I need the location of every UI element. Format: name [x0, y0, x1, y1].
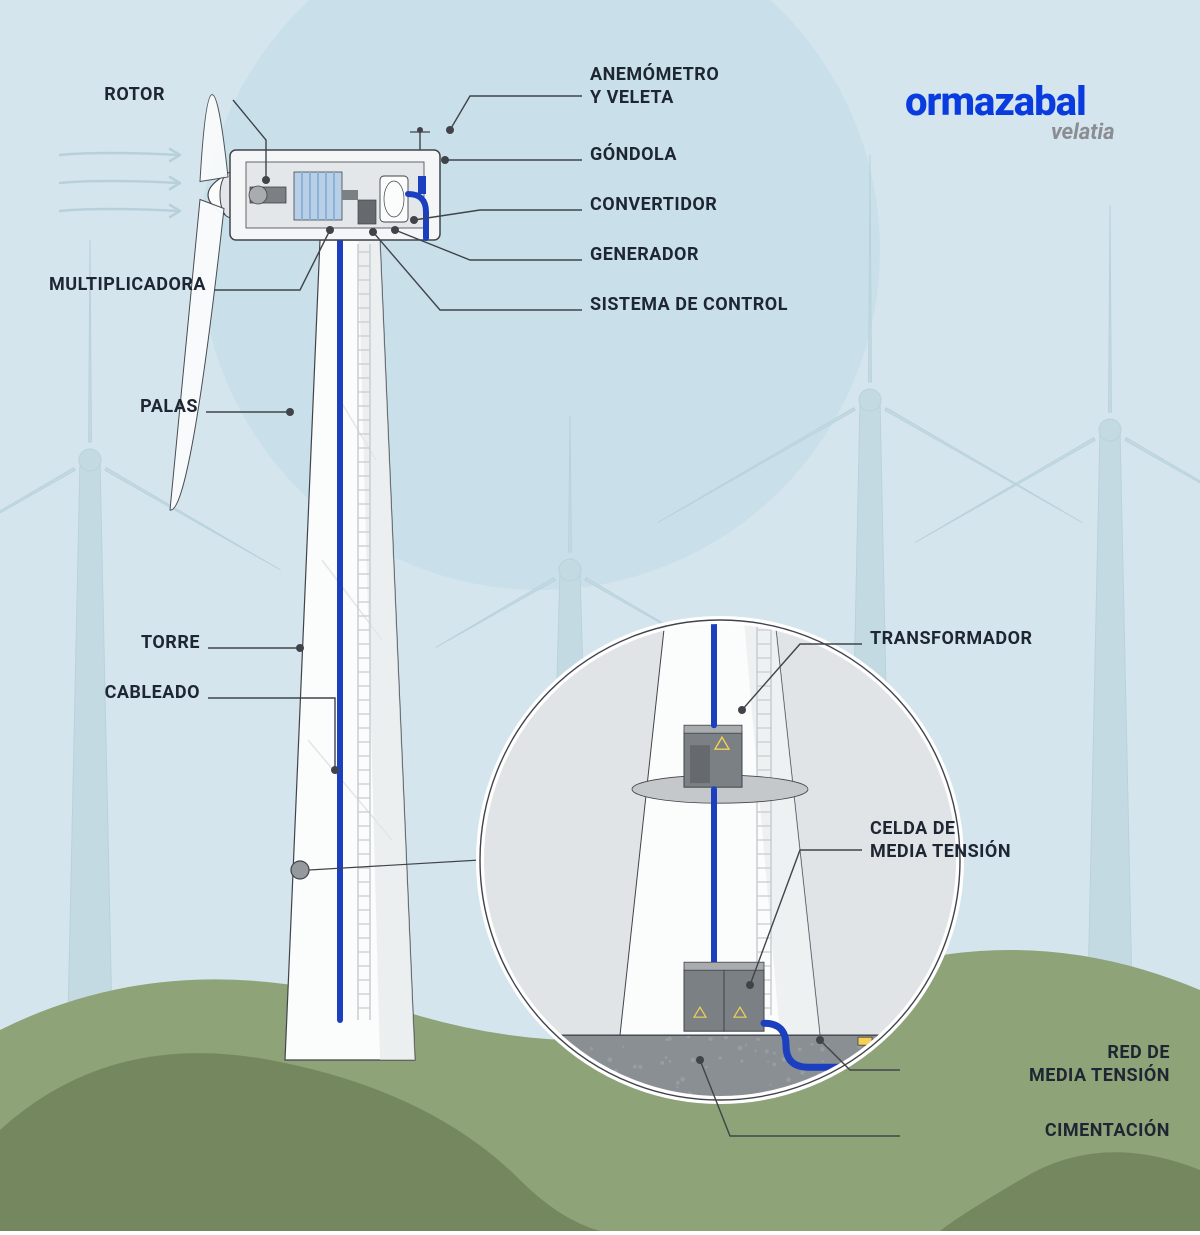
infographic-stage [0, 0, 1200, 1231]
label-multiplicadora: MULTIPLICADORA [49, 274, 206, 297]
logo-brand: ormazabal [905, 78, 1086, 125]
label-gondola: GÓNDOLA [590, 144, 677, 167]
label-torre: TORRE [141, 632, 200, 655]
logo-sub: velatia [1051, 120, 1115, 145]
label-sistema: SISTEMA DE CONTROL [590, 294, 788, 317]
label-transformador: TRANSFORMADOR [870, 628, 1033, 651]
label-generador: GENERADOR [590, 244, 699, 267]
label-cimentacion: CIMENTACIÓN [1045, 1120, 1170, 1143]
label-anemometro: ANEMÓMETRO Y VELETA [590, 64, 719, 109]
label-convertidor: CONVERTIDOR [590, 194, 717, 217]
label-cableado: CABLEADO [105, 682, 200, 705]
diagram-svg [0, 0, 1200, 1231]
label-rotor: ROTOR [104, 84, 165, 107]
label-celda: CELDA DE MEDIA TENSIÓN [870, 818, 1011, 863]
label-red: RED DE MEDIA TENSIÓN [1029, 1042, 1170, 1087]
label-palas: PALAS [140, 396, 198, 419]
